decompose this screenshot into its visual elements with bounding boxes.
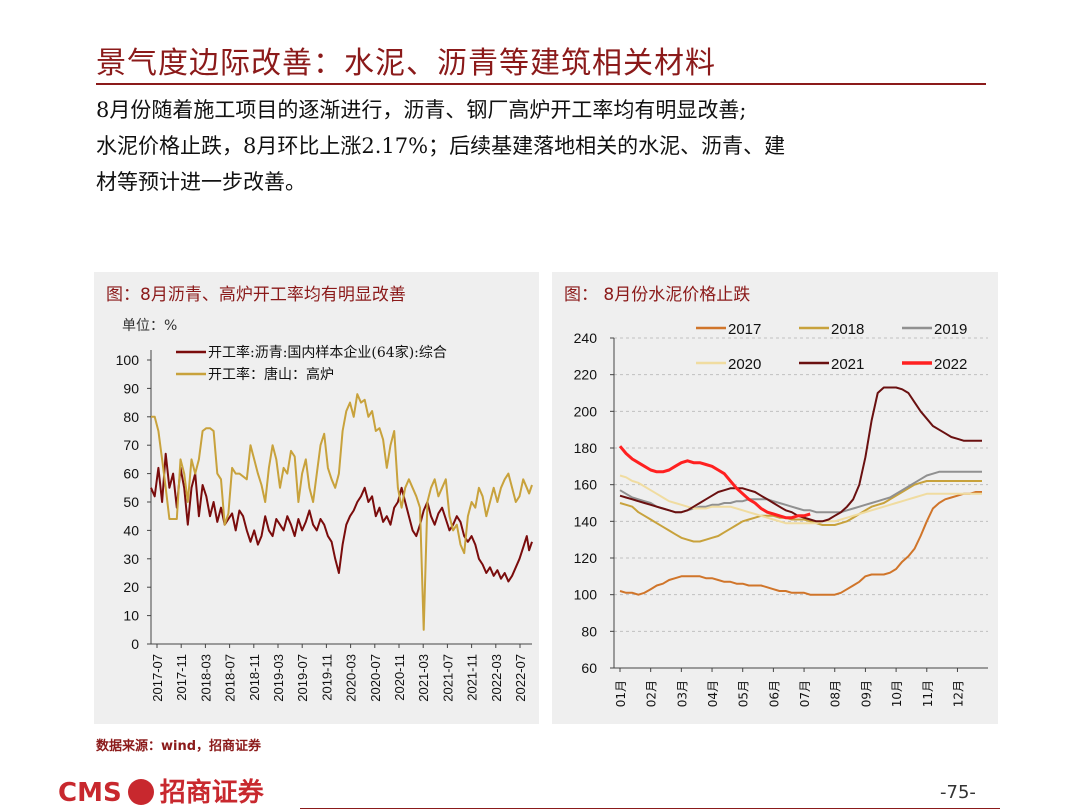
x-tick-label: 08月: [829, 680, 843, 707]
logo-cn-text: 招商证券: [159, 778, 264, 808]
y-tick-label: 180: [574, 440, 598, 456]
legend-label: 2019: [934, 321, 967, 338]
y-tick-label: 160: [574, 477, 598, 493]
series-line-2021: [619, 386, 982, 523]
y-tick-label: 50: [123, 494, 139, 510]
x-tick-label: 09月: [859, 680, 873, 707]
x-tick-label: 2021-11: [465, 654, 480, 701]
x-tick-label: 2020-07: [368, 654, 383, 702]
x-tick-label: 2018-03: [198, 654, 213, 702]
x-tick-label: 11月: [921, 680, 935, 707]
cement-price-chart: 60 80 100 120 140 160 180 200 220 240 01月 02月 03月 04月…: [574, 321, 988, 707]
x-tick-label: 2022-03: [489, 654, 504, 702]
x-tick-label: 2017-11: [174, 654, 189, 701]
y-tick-label: 40: [123, 522, 139, 538]
x-tick-label: 2021-07: [440, 654, 455, 702]
x-tick-label: 2017-07: [150, 654, 165, 702]
y-tick-label: 120: [574, 550, 598, 566]
x-tick-label: 02月: [645, 680, 659, 707]
y-tick-label: 100: [116, 352, 140, 368]
y-tick-label: 220: [574, 367, 598, 383]
legend-label: 开工率:沥青:国内样本企业(64家):综合: [208, 344, 447, 361]
cement-price-chart-panel: 60 80 100 120 140 160 180 200 220 240 01月 02月 03月 04月…: [552, 272, 998, 724]
summary-text: 8月份随着施工项目的逐渐进行，沥青、钢厂高炉开工率均有明显改善; 水泥价格止跌，…: [96, 92, 986, 200]
x-tick-label: 01月: [614, 680, 628, 707]
x-tick-label: 2018-11: [247, 654, 262, 701]
x-tick-label: 04月: [706, 680, 720, 707]
legend-label: 2018: [831, 321, 864, 338]
y-tick-label: 70: [123, 437, 139, 453]
unit-label: 单位：%: [122, 318, 177, 334]
series-line-2017: [619, 491, 982, 596]
operating-rate-chart: 单位：% 0 10 20 30 40 50 60 70 80 90 100 2017-07 2017-11…: [116, 318, 533, 702]
summary-line: 8月份随着施工项目的逐渐进行，沥青、钢厂高炉开工率均有明显改善;: [96, 98, 747, 122]
title-underline: [96, 83, 986, 85]
x-tick-label: 2020-03: [344, 654, 359, 702]
x-tick-label: 2018-07: [223, 654, 238, 702]
y-tick-label: 100: [574, 587, 598, 603]
y-tick-label: 140: [574, 513, 598, 529]
legend-label: 2017: [728, 321, 761, 338]
x-tick-label: 06月: [767, 680, 781, 707]
chart-title: 图： 8月份水泥价格止跌: [564, 285, 751, 305]
y-tick-label: 90: [123, 380, 139, 396]
x-tick-label: 2021-03: [416, 654, 431, 702]
y-tick-label: 80: [581, 623, 597, 639]
y-tick-label: 10: [123, 608, 139, 624]
page-title: 景气度边际改善：水泥、沥青等建筑相关材料: [96, 46, 716, 81]
y-tick-label: 80: [123, 409, 139, 425]
x-tick-label: 12月: [951, 680, 965, 707]
series-line-2022: [618, 445, 811, 520]
x-tick-label: 07月: [798, 680, 812, 707]
y-tick-label: 240: [574, 330, 598, 346]
company-logo: CMS 招商证券: [58, 772, 264, 809]
x-tick-label: 2019-11: [319, 654, 334, 701]
x-tick-label: 03月: [675, 680, 689, 707]
legend-label: 2021: [831, 356, 864, 373]
x-tick-label: 10月: [890, 680, 904, 707]
series-line-2020: [619, 474, 982, 525]
legend-label: 2022: [934, 356, 967, 373]
page-number: -75-: [940, 782, 976, 803]
x-tick-label: 2020-11: [392, 654, 407, 701]
series-line-blast-furnace: [151, 393, 533, 631]
y-tick-label: 0: [131, 636, 139, 652]
legend-label: 开工率：唐山：高炉: [208, 366, 334, 383]
summary-line: 材等预计进一步改善。: [96, 170, 306, 194]
series-line-2018: [619, 480, 982, 543]
x-tick-label: 05月: [737, 680, 751, 707]
logo-text: CMS: [58, 778, 122, 808]
y-tick-label: 20: [123, 579, 139, 595]
logo-badge-icon: [127, 779, 154, 805]
y-tick-label: 200: [574, 403, 598, 419]
y-tick-label: 30: [123, 551, 139, 567]
y-tick-label: 60: [123, 466, 139, 482]
x-tick-label: 2019-03: [271, 654, 286, 702]
summary-line: 水泥价格止跌，8月环比上涨2.17%；后续基建落地相关的水泥、沥青、建: [96, 134, 786, 158]
y-tick-label: 60: [581, 660, 597, 676]
asphalt-blastfurnace-chart-panel: 单位：% 0 10 20 30 40 50 60 70 80 90 100 2017-07 2017-11…: [94, 272, 539, 724]
series-line-asphalt: [150, 452, 533, 583]
legend-label: 2020: [728, 356, 761, 373]
chart-title: 图：8月沥青、高炉开工率均有明显改善: [106, 285, 406, 305]
series-line-2019: [619, 470, 982, 514]
data-source: 数据来源：wind，招商证券: [96, 739, 262, 754]
x-tick-label: 2022-07: [513, 654, 528, 702]
footer-divider: [300, 808, 1000, 809]
x-tick-label: 2019-07: [295, 654, 310, 702]
